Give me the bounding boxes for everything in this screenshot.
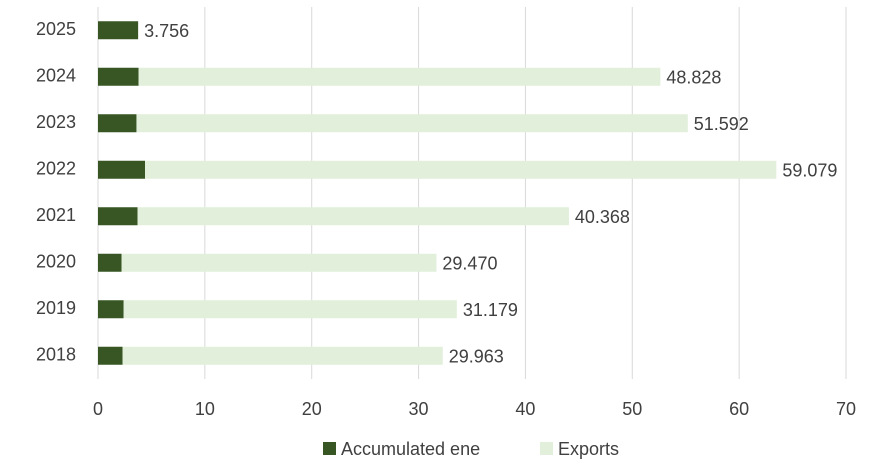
bar	[98, 21, 139, 40]
bar	[121, 253, 437, 272]
x-tick-label: 60	[729, 399, 749, 419]
y-tick-label: 2022	[36, 159, 76, 179]
bar	[123, 300, 457, 319]
bar	[98, 253, 122, 272]
legend-swatch	[323, 442, 336, 455]
legend-swatch	[540, 442, 553, 455]
x-tick-label: 50	[622, 399, 642, 419]
y-tick-label: 2023	[36, 112, 76, 132]
data-label: 51.592	[694, 114, 749, 134]
data-label: 31.179	[463, 300, 518, 320]
bar	[122, 346, 443, 365]
data-label: 40.368	[575, 207, 630, 227]
bar	[136, 114, 688, 133]
y-tick-label: 2019	[36, 298, 76, 318]
data-label: 29.470	[442, 254, 497, 274]
x-tick-label: 10	[195, 399, 215, 419]
bar	[98, 346, 123, 365]
x-tick-label: 40	[515, 399, 535, 419]
bar	[98, 207, 138, 226]
bar	[98, 67, 139, 86]
legend-label: Exports	[558, 439, 619, 459]
bar	[137, 207, 569, 226]
y-tick-label: 2025	[36, 19, 76, 39]
data-label: 29.963	[449, 347, 504, 367]
bar	[98, 114, 137, 133]
y-tick-label: 2021	[36, 205, 76, 225]
bar	[98, 160, 146, 179]
x-tick-label: 20	[302, 399, 322, 419]
data-label: 3.756	[144, 21, 189, 41]
legend-label: Accumulated ene	[341, 439, 480, 459]
x-tick-label: 70	[836, 399, 856, 419]
y-tick-label: 2020	[36, 252, 76, 272]
data-label: 59.079	[782, 161, 837, 181]
y-tick-label: 2024	[36, 66, 76, 86]
data-label: 48.828	[666, 68, 721, 88]
y-tick-label: 2018	[36, 345, 76, 365]
x-tick-label: 0	[93, 399, 103, 419]
bar	[145, 160, 777, 179]
bar	[138, 67, 661, 86]
x-tick-label: 30	[409, 399, 429, 419]
bar	[98, 300, 124, 319]
